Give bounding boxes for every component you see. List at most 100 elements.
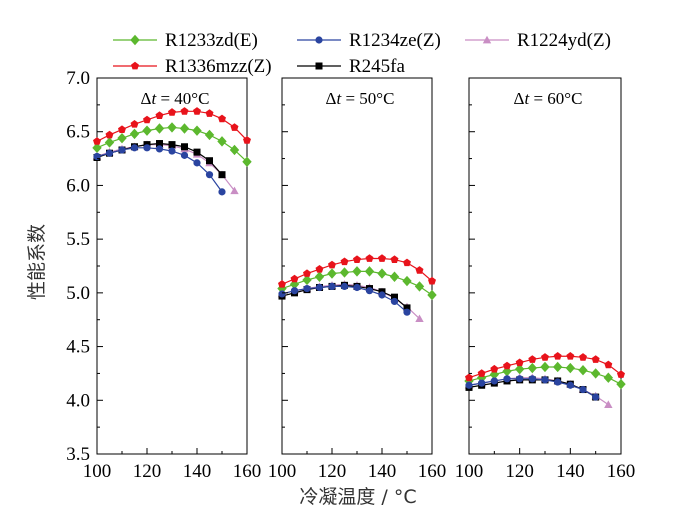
data-point xyxy=(129,128,140,140)
data-point xyxy=(515,358,524,367)
data-point xyxy=(180,107,189,115)
data-point xyxy=(218,114,226,123)
data-point xyxy=(303,284,311,293)
data-point xyxy=(180,151,189,159)
data-point xyxy=(566,381,574,389)
data-point xyxy=(403,304,411,312)
x-tick-label: 120 xyxy=(505,461,534,482)
data-point xyxy=(579,353,587,361)
data-point xyxy=(92,142,102,154)
data-point xyxy=(143,144,151,152)
x-tick-label: 140 xyxy=(183,461,212,482)
series-r1336mzz-z xyxy=(278,254,436,288)
data-point xyxy=(403,308,411,316)
series-r1233zd-e xyxy=(92,122,252,167)
data-point xyxy=(302,274,312,286)
legend-item-r1234ze-z: R1234ze(Z) xyxy=(297,30,441,51)
x-tick-label: 100 xyxy=(268,461,297,482)
legend-marker xyxy=(131,61,139,70)
data-point xyxy=(192,125,202,136)
data-point xyxy=(565,362,576,374)
data-point xyxy=(377,268,387,279)
y-tick-label: 6.5 xyxy=(66,122,90,143)
data-point xyxy=(130,119,139,128)
panel-x-ticks: 100 120 140 160 xyxy=(83,448,262,482)
data-point xyxy=(353,283,361,292)
data-point xyxy=(154,123,165,134)
data-point xyxy=(314,271,325,282)
data-point xyxy=(243,136,251,144)
x-tick-label: 120 xyxy=(133,461,162,482)
data-point xyxy=(168,141,176,149)
data-point xyxy=(378,291,386,299)
series-r1234ze-z xyxy=(93,144,226,196)
chart-panels: 100 120 140 160 Δt = 40°C 100 120 140 160 Δt = 50… xyxy=(83,77,636,482)
y-tick-label: 3.5 xyxy=(66,444,90,465)
data-point xyxy=(391,293,398,301)
data-point xyxy=(527,362,538,374)
data-point xyxy=(415,266,424,274)
data-point xyxy=(579,385,587,394)
data-point xyxy=(503,375,511,383)
legend-marker xyxy=(315,62,323,70)
data-point xyxy=(389,271,400,282)
x-tick-label: 160 xyxy=(607,461,636,482)
data-point xyxy=(540,361,550,373)
panel-x-ticks: 100 120 140 160 xyxy=(455,448,636,482)
series-r1224yd-z xyxy=(92,140,239,195)
data-point xyxy=(206,157,213,165)
data-point xyxy=(328,282,336,291)
series-r1336mzz-z xyxy=(93,107,251,145)
data-point xyxy=(541,376,549,384)
data-point xyxy=(105,149,114,157)
series-r1336mzz-z xyxy=(465,352,625,382)
data-point xyxy=(617,370,625,378)
data-point xyxy=(205,109,214,117)
data-point xyxy=(193,148,201,156)
data-point xyxy=(603,372,614,383)
data-point xyxy=(290,274,299,283)
data-point xyxy=(403,258,411,267)
y-axis: 3.5 4.0 4.5 5.0 5.5 6.0 6.5 7.0 xyxy=(66,68,475,465)
legend-label: R1233zd(E) xyxy=(165,30,258,51)
x-tick-label: 160 xyxy=(418,461,447,482)
data-point xyxy=(465,373,473,382)
data-point xyxy=(528,355,537,363)
legend-marker xyxy=(130,34,140,46)
x-tick-label: 160 xyxy=(233,461,262,482)
data-point xyxy=(465,381,473,389)
legend-item-r1233zd-e: R1233zd(E) xyxy=(113,30,258,51)
data-point xyxy=(118,125,126,133)
data-point xyxy=(205,171,214,179)
legend-item-r1224yd-z: R1224yd(Z) xyxy=(465,30,611,51)
data-point xyxy=(390,297,399,306)
data-point xyxy=(591,355,600,363)
data-point xyxy=(167,122,177,133)
legend-label: R245fa xyxy=(349,56,406,77)
y-tick-label: 7.0 xyxy=(66,68,90,89)
data-point xyxy=(168,147,176,155)
data-point xyxy=(428,276,436,285)
data-point xyxy=(554,378,562,386)
data-point xyxy=(604,400,613,408)
data-point xyxy=(590,368,601,379)
legend: R1233zd(E) R1234ze(Z) R1224yd(Z) R1336mzz(Z… xyxy=(113,30,611,77)
data-point xyxy=(155,111,164,119)
data-point xyxy=(402,275,412,287)
data-point xyxy=(105,130,114,139)
series-r1234ze-z xyxy=(278,282,411,316)
data-point xyxy=(217,136,227,147)
data-point xyxy=(193,159,201,167)
x-tick-label: 140 xyxy=(556,461,585,482)
legend-label: R1234ze(Z) xyxy=(349,30,441,51)
panel-label: Δt = 60°C xyxy=(514,89,583,108)
data-point xyxy=(552,361,563,373)
data-point xyxy=(340,257,349,266)
x-tick-label: 100 xyxy=(83,461,112,482)
data-point xyxy=(339,267,350,278)
series-r1224yd-z xyxy=(464,373,613,408)
data-point xyxy=(414,281,425,292)
x-tick-label: 140 xyxy=(368,461,397,482)
data-point xyxy=(516,375,524,383)
